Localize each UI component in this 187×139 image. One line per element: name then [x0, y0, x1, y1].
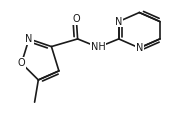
Text: N: N	[115, 17, 122, 27]
Text: NH: NH	[91, 42, 105, 52]
Text: O: O	[73, 14, 80, 24]
Text: N: N	[25, 34, 33, 44]
Text: N: N	[136, 43, 143, 53]
Text: O: O	[18, 58, 25, 68]
